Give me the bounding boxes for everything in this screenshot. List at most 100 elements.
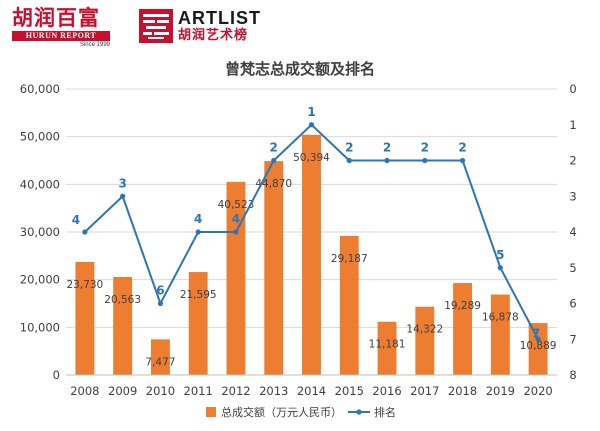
bar-value-label: 19,289 xyxy=(444,300,481,312)
x-axis-tick-label: 2011 xyxy=(184,384,213,398)
ranking-point-2009 xyxy=(120,193,126,199)
hurun-report-logo: 胡润百富 HURUN REPORT Since 1999 xyxy=(12,6,122,50)
bar-2010 xyxy=(150,339,170,375)
bar-2012 xyxy=(226,181,246,375)
left-axis-tick-label: 0 xyxy=(53,368,60,382)
ranking-label: 3 xyxy=(118,176,126,190)
ranking-label: 2 xyxy=(383,141,391,155)
ranking-point-2012 xyxy=(233,229,239,235)
x-axis-tick-label: 2008 xyxy=(70,384,99,398)
x-axis-tick-label: 2009 xyxy=(108,384,137,398)
ranking-point-2019 xyxy=(497,265,503,271)
ranking-label: 2 xyxy=(421,141,429,155)
bar-value-label: 10,889 xyxy=(520,340,557,352)
legend-line-marker xyxy=(356,409,362,415)
bar-2020 xyxy=(528,323,548,375)
bar-value-label: 20,563 xyxy=(104,294,141,306)
right-axis-tick-label: 5 xyxy=(569,261,576,275)
bar-2013 xyxy=(264,161,284,375)
ranking-label: 2 xyxy=(458,141,466,155)
right-axis-tick-label: 1 xyxy=(569,118,576,132)
right-axis-tick-label: 8 xyxy=(569,368,576,382)
ranking-label: 2 xyxy=(345,141,353,155)
left-axis-tick-label: 40,000 xyxy=(20,177,60,191)
hurun-logo-english: HURUN REPORT xyxy=(12,31,110,41)
legend-line-label: 排名 xyxy=(374,405,396,419)
left-axis-tick-label: 30,000 xyxy=(20,225,60,239)
art-seal-icon xyxy=(139,9,173,43)
bar-value-label: 23,730 xyxy=(67,279,104,291)
ranking-point-2014 xyxy=(308,122,315,128)
right-axis-tick-label: 2 xyxy=(569,154,576,168)
line-series: 4 3 6 4 4 2 1 2 2 2 2 5 7 xyxy=(72,105,541,342)
bar-value-label: 44,870 xyxy=(255,178,292,190)
x-axis-tick-label: 2015 xyxy=(335,384,364,398)
ranking-point-2015 xyxy=(346,157,352,164)
hurun-logo-since: Since 1999 xyxy=(79,42,110,48)
bar-2008 xyxy=(75,261,95,375)
ranking-label: 1 xyxy=(307,105,315,119)
ranking-label: 4 xyxy=(72,213,80,227)
bar-2016 xyxy=(377,321,397,375)
ranking-point-2016 xyxy=(384,157,390,164)
bar-value-label: 50,394 xyxy=(293,152,330,164)
legend-bar-swatch xyxy=(206,407,216,417)
bar-value-label: 29,187 xyxy=(331,253,368,265)
right-axis: 0 1 2 3 4 5 6 7 8 xyxy=(569,82,576,382)
bar-value-label: 21,595 xyxy=(180,289,217,301)
x-axis-tick-label: 2016 xyxy=(372,384,401,398)
x-axis-tick-label: 2018 xyxy=(448,384,477,398)
art-list-chinese: 胡润艺术榜 xyxy=(178,28,249,43)
right-axis-tick-label: 7 xyxy=(569,332,576,346)
left-axis-tick-label: 50,000 xyxy=(20,130,60,144)
ranking-point-2010 xyxy=(157,300,164,307)
legend: 总成交额（万元人民币） 排名 xyxy=(206,405,396,419)
bar-2011 xyxy=(188,272,208,375)
right-axis-tick-label: 3 xyxy=(569,189,576,203)
x-axis-tick-label: 2013 xyxy=(259,384,288,398)
ranking-point-2008 xyxy=(82,229,88,235)
bar-2017 xyxy=(415,306,435,375)
bar-value-label: 7,477 xyxy=(145,356,175,368)
ranking-point-2011 xyxy=(195,229,201,235)
chart-title: 曾梵志总成交额及排名 xyxy=(225,60,375,78)
ranking-point-2013 xyxy=(271,157,277,164)
hurun-art-list-logo: ARTLIST 胡润艺术榜 xyxy=(138,8,268,48)
left-axis-tick-label: 20,000 xyxy=(20,273,60,287)
bar-value-label: 11,181 xyxy=(369,339,406,351)
ranking-label: 7 xyxy=(532,326,540,340)
x-axis: 2008 2009 2010 2011 2012 2013 2014 2015 2016 2017… xyxy=(66,374,557,398)
bar-2009 xyxy=(113,276,133,375)
x-axis-tick-label: 2019 xyxy=(486,384,515,398)
ranking-label: 2 xyxy=(270,141,278,155)
bar-2019 xyxy=(490,294,510,375)
ranking-label: 4 xyxy=(232,212,240,226)
right-axis-tick-label: 0 xyxy=(569,82,576,96)
ranking-point-2020 xyxy=(535,336,541,342)
ranking-point-2017 xyxy=(422,157,428,164)
bar-series xyxy=(75,134,548,375)
right-axis-tick-label: 6 xyxy=(569,297,576,311)
left-axis-tick-label: 10,000 xyxy=(20,320,60,334)
ranking-point-2018 xyxy=(459,157,466,164)
x-axis-tick-label: 2017 xyxy=(410,384,439,398)
hurun-logo-chinese: 胡润百富 xyxy=(12,5,100,30)
x-axis-tick-label: 2014 xyxy=(297,384,326,398)
ranking-label: 5 xyxy=(496,248,504,262)
x-axis-tick-label: 2020 xyxy=(523,384,552,398)
left-axis: 0 10,000 20,000 30,000 40,000 50,000 60,000 xyxy=(20,82,60,382)
x-axis-tick-label: 2010 xyxy=(146,384,175,398)
bar-value-label: 16,878 xyxy=(482,312,519,324)
bar-value-label: 40,523 xyxy=(218,199,255,211)
art-list-wordmark: ARTLIST xyxy=(178,8,261,28)
left-axis-tick-label: 60,000 xyxy=(20,82,60,96)
bar-2014 xyxy=(302,134,321,375)
legend-bar-label: 总成交额（万元人民币） xyxy=(221,405,342,419)
x-axis-tick-label: 2012 xyxy=(221,384,250,398)
ranking-label: 4 xyxy=(194,212,202,226)
bar-value-label: 14,322 xyxy=(406,324,443,336)
right-axis-tick-label: 4 xyxy=(569,225,576,239)
